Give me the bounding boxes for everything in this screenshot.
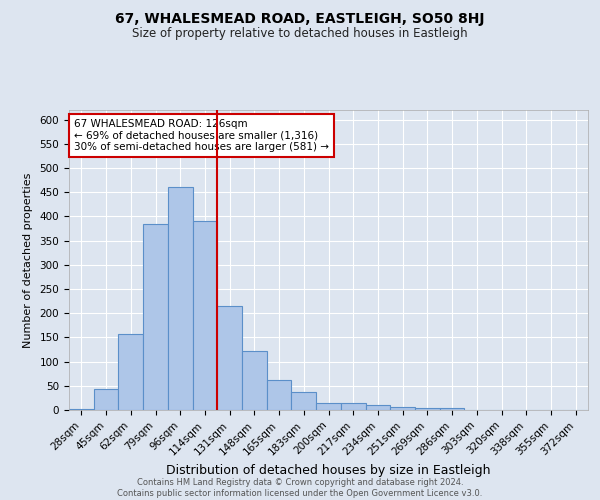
Bar <box>390 406 415 410</box>
Text: 67 WHALESMEAD ROAD: 126sqm
← 69% of detached houses are smaller (1,316)
30% of s: 67 WHALESMEAD ROAD: 126sqm ← 69% of deta… <box>74 119 329 152</box>
Bar <box>440 408 464 410</box>
Bar <box>415 408 440 410</box>
Y-axis label: Number of detached properties: Number of detached properties <box>23 172 32 348</box>
Bar <box>267 380 292 410</box>
Bar <box>341 402 365 410</box>
Text: 67, WHALESMEAD ROAD, EASTLEIGH, SO50 8HJ: 67, WHALESMEAD ROAD, EASTLEIGH, SO50 8HJ <box>115 12 485 26</box>
Text: Size of property relative to detached houses in Eastleigh: Size of property relative to detached ho… <box>132 28 468 40</box>
Bar <box>94 389 118 410</box>
Bar <box>118 334 143 410</box>
Bar <box>168 188 193 410</box>
Bar <box>292 392 316 410</box>
Bar <box>193 222 217 410</box>
Bar <box>316 402 341 410</box>
X-axis label: Distribution of detached houses by size in Eastleigh: Distribution of detached houses by size … <box>166 464 491 476</box>
Text: Contains HM Land Registry data © Crown copyright and database right 2024.
Contai: Contains HM Land Registry data © Crown c… <box>118 478 482 498</box>
Bar <box>242 351 267 410</box>
Bar <box>217 306 242 410</box>
Bar <box>143 224 168 410</box>
Bar <box>69 408 94 410</box>
Bar <box>365 405 390 410</box>
